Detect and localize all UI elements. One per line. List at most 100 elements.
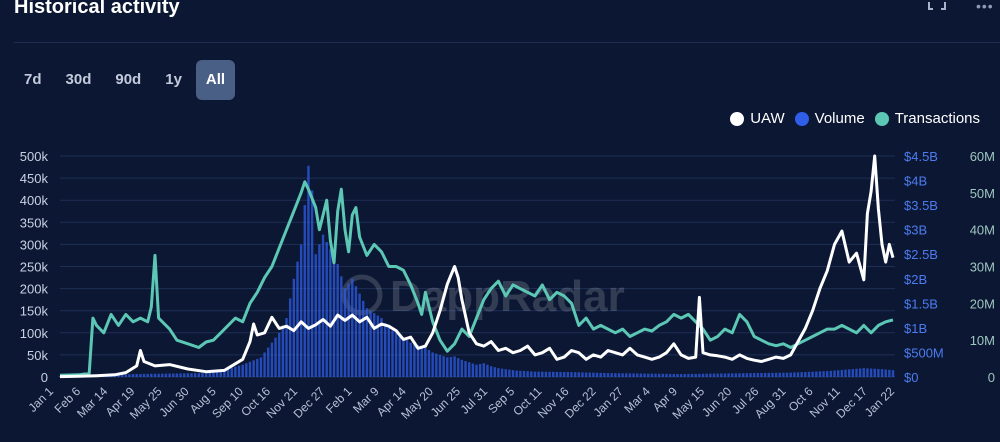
volume-bar xyxy=(742,373,745,377)
volume-bar xyxy=(614,373,617,377)
period-90d[interactable]: 90d xyxy=(115,71,142,88)
volume-bar xyxy=(884,369,887,377)
uaw-tick-label: 100k xyxy=(20,326,49,341)
volume-bar xyxy=(745,373,749,377)
x-tick-label: Jun 25 xyxy=(428,384,464,420)
volume-bar xyxy=(460,359,464,377)
legend-item-uaw[interactable]: UAW xyxy=(730,110,785,127)
volume-bar xyxy=(815,371,818,377)
volume-bar xyxy=(489,366,493,377)
volume-bar xyxy=(478,363,482,377)
volume-bar xyxy=(398,335,401,377)
volume-bar xyxy=(573,372,577,377)
volume-bar xyxy=(566,372,570,377)
volume-bar xyxy=(530,371,533,377)
volume-bar xyxy=(318,244,321,377)
volume-bar xyxy=(310,190,314,377)
x-tick-label: Jan 22 xyxy=(862,384,898,420)
volume-bar xyxy=(723,373,727,377)
volume-bar xyxy=(449,356,453,377)
volume-bar xyxy=(511,370,515,377)
volume-bar xyxy=(877,368,880,377)
x-tick-label: Jun 20 xyxy=(699,384,735,420)
volume-bar xyxy=(248,361,252,377)
volume-bar xyxy=(562,371,566,377)
uaw-tick-label: 500k xyxy=(20,149,49,164)
volume-bar xyxy=(332,256,336,377)
more-icon[interactable]: ••• xyxy=(976,0,994,14)
volume-bar xyxy=(774,372,778,377)
volume-bar xyxy=(804,371,807,377)
volume-bar xyxy=(712,373,716,377)
volume-bar xyxy=(888,369,891,377)
volume-bar xyxy=(146,373,149,377)
volume-bar xyxy=(321,234,325,377)
volume-bar xyxy=(617,373,621,377)
volume-bar xyxy=(394,332,398,377)
x-tick-label: Jan 1 xyxy=(25,384,56,415)
period-7d[interactable]: 7d xyxy=(24,71,42,88)
volume-bar xyxy=(687,373,690,377)
volume-bar xyxy=(164,373,168,377)
volume-bar xyxy=(256,358,259,377)
volume-bar xyxy=(752,373,756,377)
volume-bar xyxy=(362,300,365,377)
legend-item-volume[interactable]: Volume xyxy=(794,110,865,127)
period-1y[interactable]: 1y xyxy=(165,71,182,88)
volume-bar xyxy=(413,343,416,377)
volume-bar xyxy=(467,362,471,377)
volume-bar xyxy=(734,373,738,377)
volume-tick-label: $4.5B xyxy=(904,149,938,164)
volume-bar xyxy=(880,369,884,377)
page-title: Historical activity xyxy=(14,0,180,18)
volume-bar xyxy=(727,373,730,377)
period-30d[interactable]: 30d xyxy=(65,71,92,88)
volume-bar xyxy=(471,363,475,377)
volume-bar xyxy=(690,373,694,377)
expand-icon[interactable] xyxy=(928,2,946,10)
volume-bar xyxy=(818,371,822,377)
volume-bar xyxy=(603,372,606,377)
volume-bar xyxy=(307,165,310,377)
volume-tick-label: $500M xyxy=(904,345,944,360)
volume-bar xyxy=(749,373,752,377)
volume-bar xyxy=(197,373,201,377)
volume-bar xyxy=(186,373,190,377)
volume-bar xyxy=(793,372,796,377)
volume-axis: $4.5B $4B $3.5B $3B $2.5B $2B $1.5B $1B $500M $0 xyxy=(904,149,944,385)
x-tick-label: Feb 1 xyxy=(323,384,355,416)
uaw-tick-label: 350k xyxy=(20,215,49,230)
volume-bar xyxy=(299,244,303,377)
volume-tick-label: $2.5B xyxy=(904,247,938,262)
transactions-series xyxy=(59,180,894,377)
x-tick-label: Jan 27 xyxy=(590,384,626,420)
volume-bar xyxy=(738,373,741,377)
uaw-tick-label: 400k xyxy=(20,193,49,208)
volume-bar xyxy=(369,310,372,377)
legend-item-transactions[interactable]: Transactions xyxy=(874,110,980,127)
uaw-tick-label: 250k xyxy=(20,260,49,275)
x-tick-label: Mar 4 xyxy=(621,384,653,416)
volume-bar xyxy=(595,372,599,377)
legend-dot-volume xyxy=(794,111,809,126)
legend-dot-transactions xyxy=(874,111,889,126)
volume-bar xyxy=(756,373,760,377)
volume-bar xyxy=(632,373,635,377)
volume-bar xyxy=(172,373,175,377)
volume-bar xyxy=(234,366,237,377)
uaw-tick-label: 300k xyxy=(20,237,49,252)
x-tick-label: Dec 22 xyxy=(562,384,599,421)
volume-bar xyxy=(650,373,654,377)
volume-bar xyxy=(252,360,255,377)
volume-bar xyxy=(120,374,124,377)
volume-bar xyxy=(135,374,138,377)
period-all[interactable]: All xyxy=(195,60,236,100)
volume-bar xyxy=(457,358,460,377)
volume-bar xyxy=(519,370,522,377)
volume-bar xyxy=(296,261,299,377)
volume-bar xyxy=(190,373,193,377)
transactions-tick-label: 10M xyxy=(970,333,995,348)
volume-bar xyxy=(592,372,595,377)
volume-bar xyxy=(124,374,127,377)
